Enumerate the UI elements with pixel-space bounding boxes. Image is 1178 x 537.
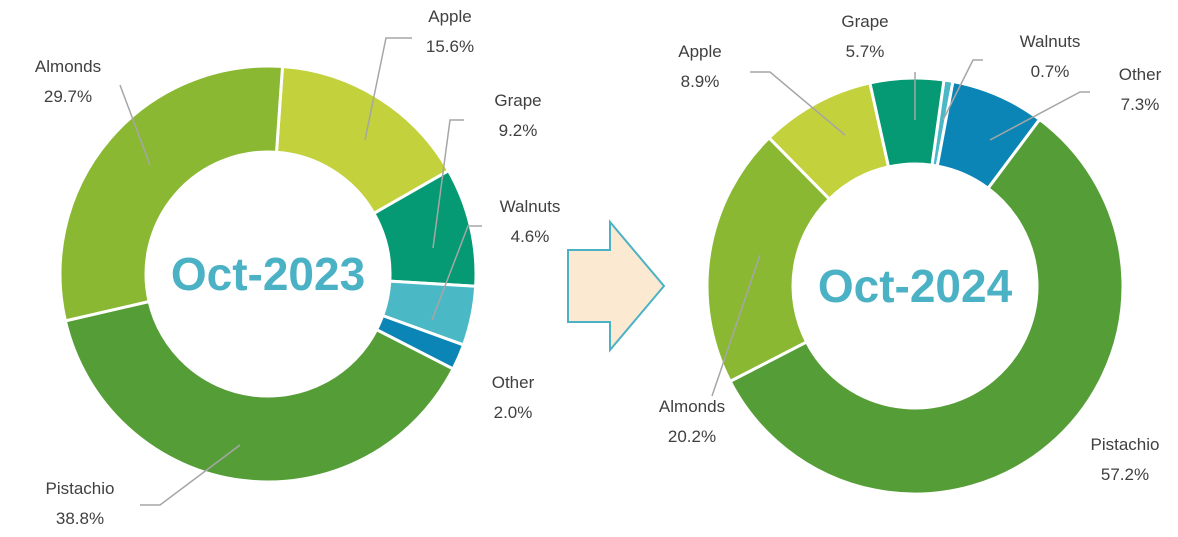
donut-slice	[63, 299, 456, 484]
category-label: Walnuts	[1020, 32, 1081, 51]
leader-line	[989, 91, 1090, 141]
leader-line	[750, 71, 846, 136]
value-label: 7.3%	[1121, 95, 1160, 114]
value-label: 20.2%	[668, 427, 716, 446]
category-label: Almonds	[659, 397, 725, 416]
category-label: Grape	[841, 12, 888, 31]
leader-line	[432, 119, 464, 249]
donut-slice	[728, 117, 1125, 496]
category-label: Walnuts	[500, 197, 561, 216]
value-label: 8.9%	[681, 72, 720, 91]
category-label: Apple	[428, 7, 471, 26]
category-label: Other	[492, 373, 535, 392]
donut-slice	[868, 76, 946, 169]
value-label: 2.0%	[494, 403, 533, 422]
value-label: 15.6%	[426, 37, 474, 56]
value-label: 29.7%	[44, 87, 92, 106]
category-label: Pistachio	[46, 479, 115, 498]
category-label: Other	[1119, 65, 1162, 84]
value-label: 38.8%	[56, 509, 104, 528]
leader-line	[431, 225, 482, 321]
arrow	[567, 219, 666, 353]
category-label: Almonds	[35, 57, 101, 76]
value-label: 9.2%	[499, 121, 538, 140]
value-label: 0.7%	[1031, 62, 1070, 81]
category-label: Pistachio	[1091, 435, 1160, 454]
leader-line	[140, 444, 241, 506]
category-label: Grape	[494, 91, 541, 110]
leader-line	[942, 59, 983, 121]
value-label: 57.2%	[1101, 465, 1149, 484]
value-label: 5.7%	[846, 42, 885, 61]
center-label: Oct-2023	[171, 248, 365, 300]
value-label: 4.6%	[511, 227, 550, 246]
donut-slice	[58, 64, 285, 323]
leader-line	[119, 84, 151, 166]
leader-line	[711, 254, 761, 397]
leader-line	[364, 37, 412, 141]
category-label: Apple	[678, 42, 721, 61]
center-label: Oct-2024	[818, 260, 1013, 312]
